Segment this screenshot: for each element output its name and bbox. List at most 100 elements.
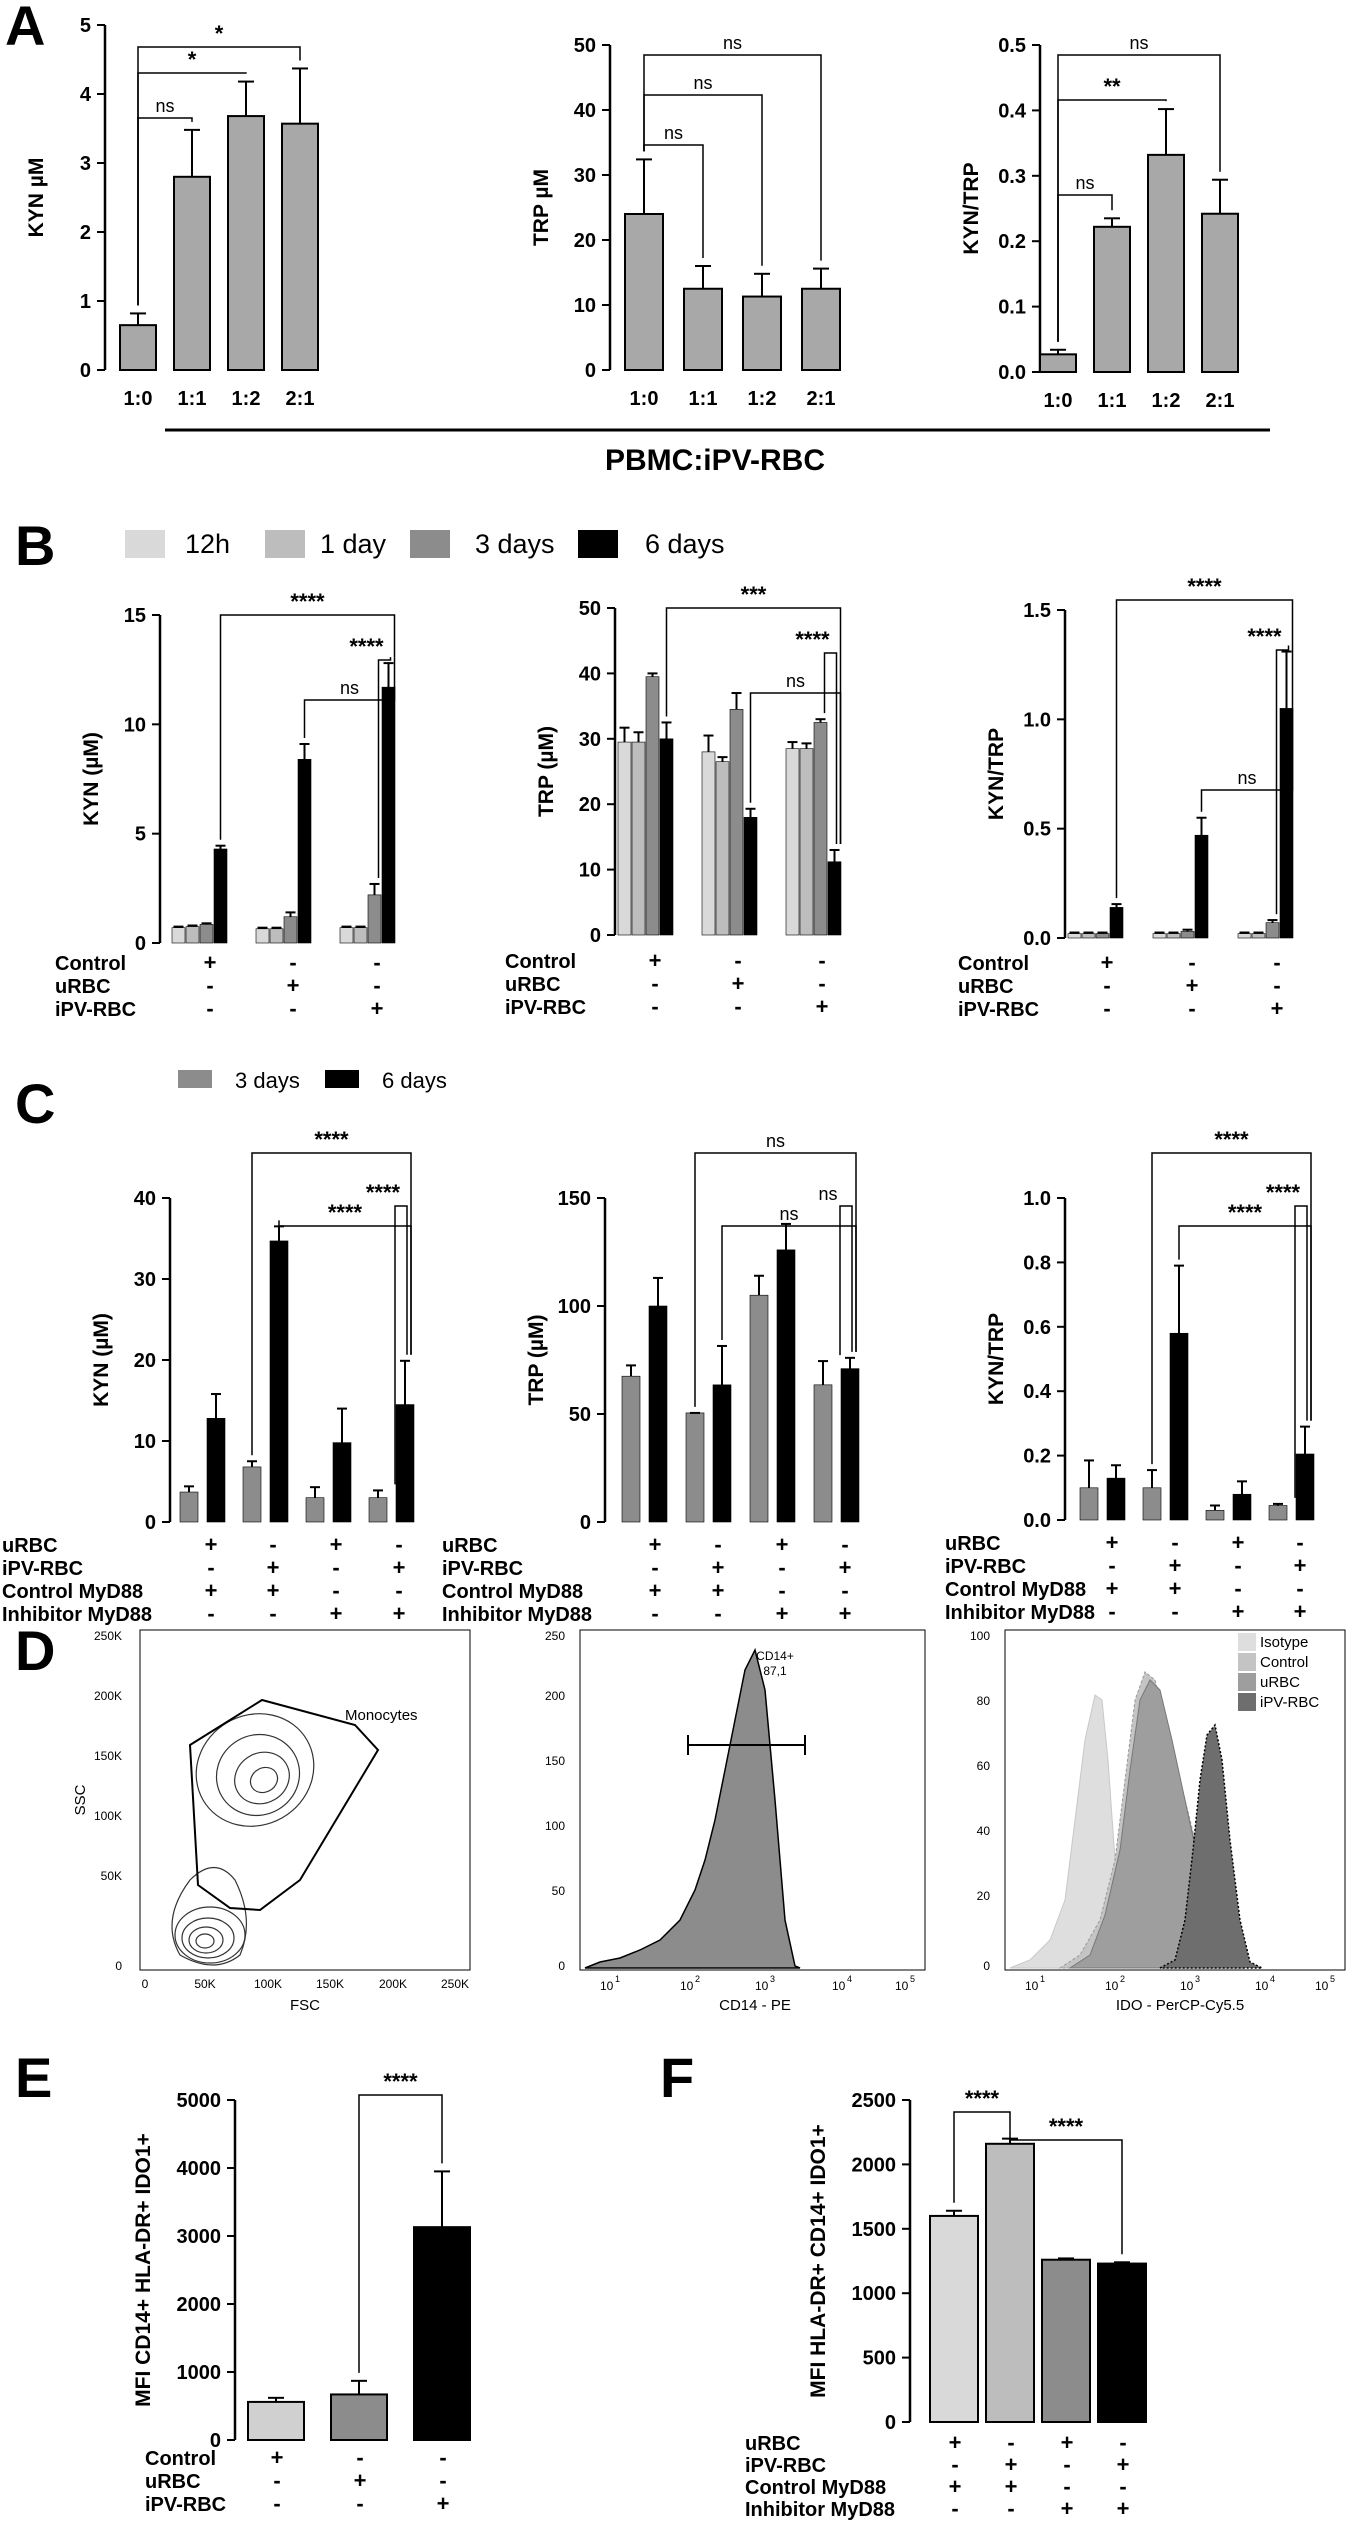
x-tick-base: 10 [755, 1979, 769, 1993]
bar [206, 1418, 226, 1523]
bar [813, 722, 828, 936]
bar [381, 686, 396, 944]
significance-bracket [953, 2111, 1011, 2203]
condition-sign: + [371, 996, 384, 1021]
y-axis-title: TRP (µM) [535, 726, 558, 817]
x-tick-base: 10 [680, 1979, 694, 1993]
gate-label-cd14: CD14+ [756, 1649, 794, 1663]
y-tick-label: 0.5 [1023, 819, 1051, 841]
flow-histogram-cd14: CD14+ 87,1 CD14 - PE 250 200 150 100 50 … [545, 1629, 926, 2014]
condition-label: Inhibitor MyD88 [442, 1604, 592, 1626]
flow-xticks-d3: 10 1 10 2 10 3 10 4 10 5 [1025, 1974, 1335, 1993]
y-tick-label: 0.6 [1023, 1317, 1051, 1339]
condition-sign: + [1106, 1576, 1119, 1601]
y-tick-label: 5000 [177, 2090, 222, 2112]
legend-swatch-c-3days [178, 1070, 212, 1088]
bar [332, 1442, 352, 1523]
significance-label: * [188, 47, 197, 72]
y-tick: 100 [545, 1819, 565, 1833]
legend-swatch-control [1238, 1653, 1256, 1671]
y-tick: 150K [94, 1749, 122, 1763]
bar [1081, 933, 1096, 939]
condition-sign: - [951, 2496, 958, 2521]
y-tick-label: 40 [574, 100, 596, 122]
condition-label: iPV-RBC [945, 1556, 1026, 1578]
x-tick-label: 1:0 [124, 388, 153, 410]
ipv-rbc-histogram [1159, 1723, 1263, 1969]
condition-sign: - [332, 1555, 339, 1580]
y-axis-title: KYN (µM) [90, 1313, 113, 1407]
conditions-b-3: Control + - -uRBC - + -iPV-RBC - - + [958, 950, 1283, 1021]
condition-label: uRBC [945, 1533, 1001, 1555]
y-tick-label: 0 [135, 933, 146, 955]
cd14-histogram [584, 1647, 801, 1969]
y-tick-label: 1000 [177, 2362, 222, 2384]
bar [185, 926, 200, 944]
bar [1237, 933, 1252, 939]
x-tick: 150K [316, 1977, 344, 1991]
condition-label: iPV-RBC [2, 1558, 83, 1580]
bar [1180, 931, 1195, 939]
y-tick-label: 5 [135, 824, 146, 846]
legend-label-urbc: uRBC [1260, 1674, 1300, 1691]
condition-sign: + [816, 994, 829, 1019]
y-tick-label: 0 [580, 1512, 591, 1534]
x-tick-base: 10 [832, 1979, 846, 1993]
condition-label: Control MyD88 [745, 2477, 886, 2499]
bar [631, 741, 646, 936]
bar [799, 748, 814, 936]
bar [1093, 225, 1131, 373]
y-axis-title: TRP (µM) [525, 1314, 548, 1405]
condition-label: uRBC [745, 2433, 801, 2455]
significance-bracket [358, 2094, 443, 2373]
bar [1265, 922, 1280, 939]
bar [624, 213, 664, 371]
condition-sign: - [395, 1578, 402, 1603]
bar [1205, 1510, 1225, 1521]
bar [199, 924, 214, 944]
y-tick-label: 2500 [852, 2090, 897, 2112]
condition-sign: + [1005, 2452, 1018, 2477]
x-tick-exp: 3 [770, 1974, 775, 1984]
condition-sign: - [269, 1532, 276, 1557]
condition-sign: + [1232, 1599, 1245, 1624]
conditions-c-1: uRBC + - + -iPV-RBC - + - +Control MyD88 + + - -Inhi… [2, 1532, 405, 1626]
y-tick: 200K [94, 1689, 122, 1703]
legend-swatch-6days [578, 530, 618, 558]
y-tick-label: 20 [574, 230, 596, 252]
condition-sign: - [651, 971, 658, 996]
condition-sign: + [712, 1578, 725, 1603]
condition-sign: + [776, 1601, 789, 1626]
y-axis-title: KYN/TRP [985, 728, 1008, 820]
legend-swatch-1day [265, 530, 305, 558]
y-tick: 100 [970, 1629, 990, 1643]
condition-sign: - [818, 948, 825, 973]
x-tick-label: 1:2 [232, 388, 261, 410]
conditions-c-2: uRBC + - + -iPV-RBC - + - +Control MyD88 + + - -Inhi… [442, 1532, 851, 1626]
y-tick-label: 20 [134, 1350, 156, 1372]
x-tick: 100K [254, 1977, 282, 1991]
legend-swatch-12h [125, 530, 165, 558]
y-tick-label: 10 [579, 860, 601, 882]
significance-bracket [1151, 1152, 1312, 1465]
condition-sign: + [205, 1532, 218, 1557]
condition-sign: - [1103, 996, 1110, 1021]
condition-sign: - [1108, 1599, 1115, 1624]
x-tick-exp: 5 [1330, 1974, 1335, 1984]
condition-label: Control [145, 2448, 216, 2470]
y-tick-label: 50 [569, 1404, 591, 1426]
y-tick: 200 [545, 1689, 565, 1703]
significance-label: **** [1228, 1200, 1263, 1225]
condition-sign: - [439, 2445, 446, 2470]
y-tick-label: 100 [558, 1296, 591, 1318]
bar [1109, 907, 1124, 939]
bar [353, 927, 368, 944]
condition-sign: + [267, 1578, 280, 1603]
condition-sign: + [1061, 2496, 1074, 2521]
bar [1232, 1493, 1252, 1521]
bar [813, 1384, 833, 1523]
y-tick-label: 10 [124, 714, 146, 736]
condition-sign: - [273, 2468, 280, 2493]
